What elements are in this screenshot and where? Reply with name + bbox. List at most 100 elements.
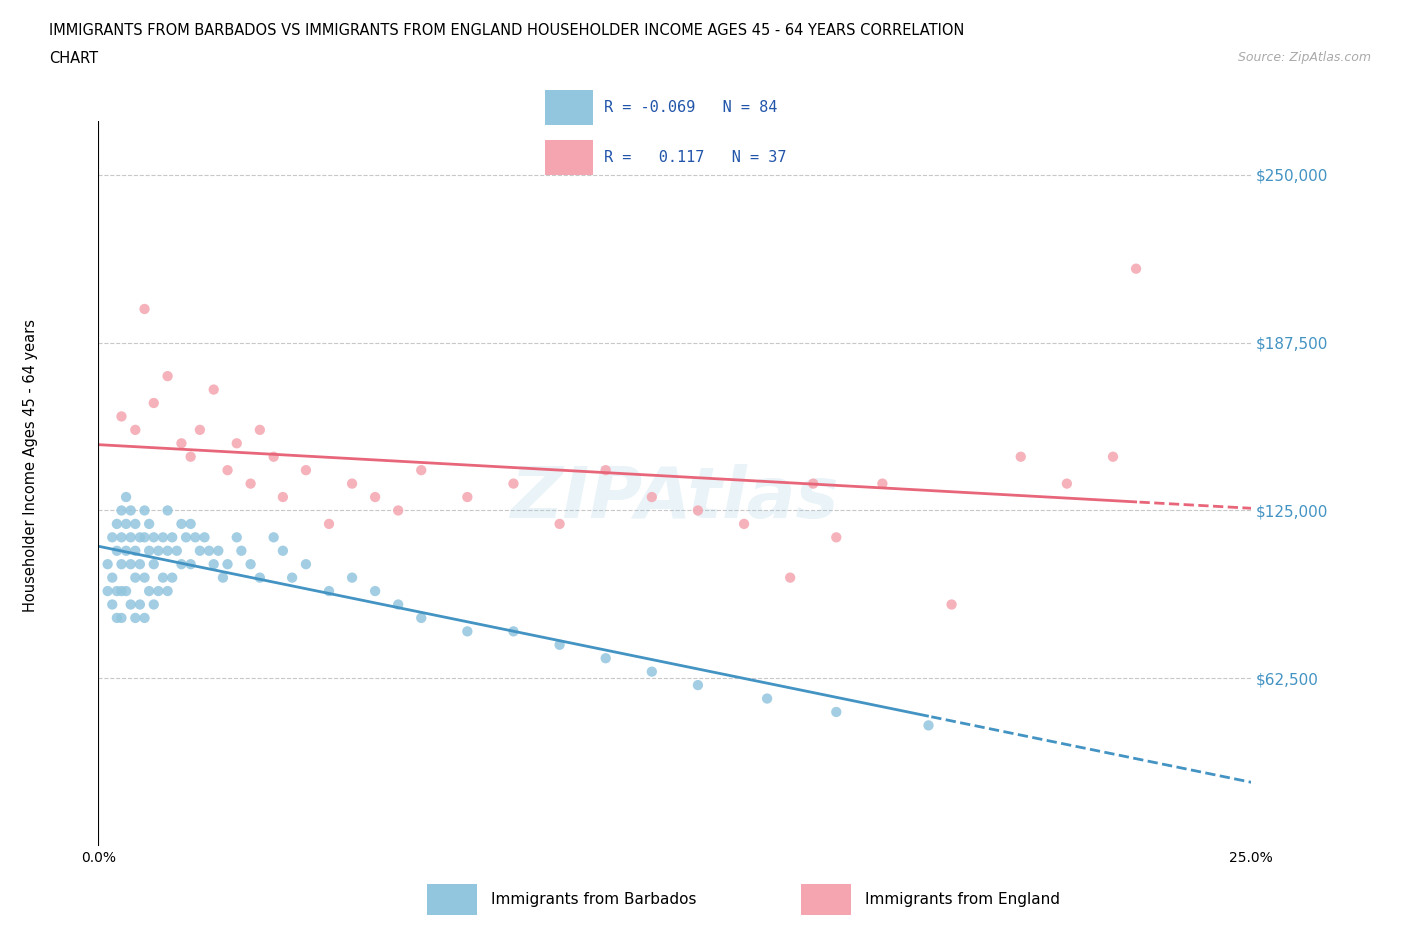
Point: [138, 516, 160, 531]
Point: [387, 503, 409, 518]
Point: [120, 530, 142, 545]
Point: [152, 530, 174, 545]
Point: [271, 489, 294, 504]
Point: [142, 597, 165, 612]
Point: [142, 395, 165, 410]
Point: [295, 557, 318, 572]
Point: [97, 584, 120, 599]
Point: [142, 557, 165, 572]
Point: [101, 597, 124, 612]
Point: [1056, 476, 1078, 491]
Point: [595, 463, 617, 478]
Point: [281, 570, 304, 585]
Point: [318, 516, 340, 531]
Point: [124, 610, 146, 625]
Point: [160, 570, 183, 585]
Point: [733, 516, 755, 531]
Point: [105, 543, 128, 558]
Point: [641, 664, 664, 679]
Point: [641, 489, 664, 504]
Point: [101, 570, 124, 585]
Point: [129, 530, 152, 545]
Point: [148, 584, 170, 599]
Point: [180, 516, 202, 531]
Point: [134, 301, 156, 316]
Point: [217, 557, 239, 572]
Point: [364, 489, 387, 504]
Point: [180, 449, 202, 464]
Point: [193, 530, 215, 545]
Point: [825, 705, 848, 720]
Point: [138, 543, 160, 558]
Text: CHART: CHART: [49, 51, 98, 66]
Point: [340, 570, 363, 585]
Point: [156, 543, 179, 558]
Point: [1102, 449, 1125, 464]
Point: [456, 624, 478, 639]
Point: [1010, 449, 1032, 464]
Point: [239, 476, 262, 491]
Bar: [427, 884, 477, 915]
Point: [917, 718, 939, 733]
Point: [124, 543, 146, 558]
Point: [801, 476, 824, 491]
Point: [202, 557, 225, 572]
Point: [180, 557, 202, 572]
Point: [115, 489, 138, 504]
Point: [202, 382, 225, 397]
Point: [184, 530, 207, 545]
Text: Immigrants from England: Immigrants from England: [865, 892, 1060, 908]
Point: [756, 691, 779, 706]
Point: [142, 530, 165, 545]
Point: [686, 678, 709, 693]
Bar: [546, 90, 593, 125]
Point: [129, 557, 152, 572]
Point: [120, 503, 142, 518]
Bar: [801, 884, 851, 915]
Point: [101, 530, 124, 545]
Point: [115, 516, 138, 531]
Point: [212, 570, 235, 585]
Point: [249, 422, 271, 437]
Point: [225, 530, 247, 545]
Point: [124, 570, 146, 585]
Point: [152, 570, 174, 585]
Point: [124, 516, 146, 531]
Point: [318, 584, 340, 599]
Point: [129, 597, 152, 612]
Point: [156, 503, 179, 518]
Point: [105, 516, 128, 531]
Point: [110, 610, 132, 625]
Point: [456, 489, 478, 504]
Point: [263, 530, 285, 545]
Point: [166, 543, 188, 558]
Point: [249, 570, 271, 585]
Point: [134, 610, 156, 625]
Point: [779, 570, 801, 585]
Point: [225, 436, 247, 451]
Point: [110, 557, 132, 572]
Point: [138, 584, 160, 599]
Point: [170, 516, 193, 531]
Point: [239, 557, 262, 572]
Point: [105, 610, 128, 625]
Text: Immigrants from Barbados: Immigrants from Barbados: [492, 892, 697, 908]
Text: ZIPAtlas: ZIPAtlas: [510, 464, 839, 533]
Text: IMMIGRANTS FROM BARBADOS VS IMMIGRANTS FROM ENGLAND HOUSEHOLDER INCOME AGES 45 -: IMMIGRANTS FROM BARBADOS VS IMMIGRANTS F…: [49, 23, 965, 38]
Point: [198, 543, 221, 558]
Point: [217, 463, 239, 478]
Bar: [546, 140, 593, 175]
Point: [170, 436, 193, 451]
Point: [872, 476, 894, 491]
Point: [188, 543, 211, 558]
Point: [134, 530, 156, 545]
Point: [124, 422, 146, 437]
Point: [207, 543, 229, 558]
Point: [148, 543, 170, 558]
Point: [595, 651, 617, 666]
Point: [174, 530, 197, 545]
Point: [110, 409, 132, 424]
Point: [156, 368, 179, 383]
Point: [231, 543, 253, 558]
Point: [263, 449, 285, 464]
